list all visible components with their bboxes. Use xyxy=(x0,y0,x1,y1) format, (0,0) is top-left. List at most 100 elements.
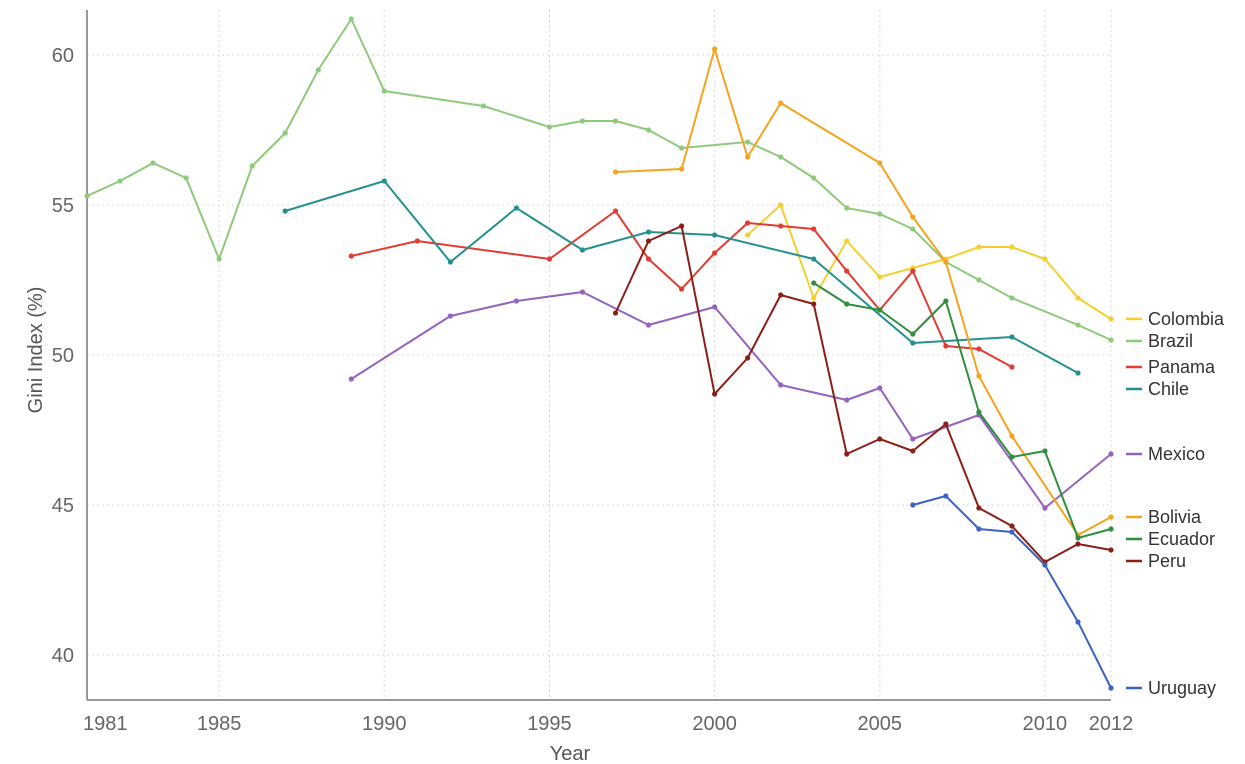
colombia-point-2008 xyxy=(976,244,982,250)
ecuador-line xyxy=(813,282,1112,539)
brazil-point-2008 xyxy=(976,277,982,283)
peru-point-1998 xyxy=(645,238,652,244)
series-colombia xyxy=(745,202,1114,322)
legend-item-colombia: Colombia xyxy=(1126,309,1225,329)
colombia-point-2004 xyxy=(844,238,850,244)
mexico-point-1989 xyxy=(348,376,354,382)
colombia-point-2001 xyxy=(745,232,751,238)
brazil-point-1983 xyxy=(150,160,156,166)
bolivia-point-1997 xyxy=(612,169,619,175)
bolivia-point-2007 xyxy=(943,259,949,265)
legend-label-peru: Peru xyxy=(1148,551,1186,571)
colombia-point-2009 xyxy=(1009,244,1015,250)
chile-point-1990 xyxy=(381,178,387,184)
x-tick-label-1995: 1995 xyxy=(527,713,572,735)
uruguay-point-2007 xyxy=(943,493,949,499)
chile-point-2011 xyxy=(1075,370,1081,376)
series-brazil xyxy=(84,16,1114,343)
x-tick-label-1985: 1985 xyxy=(197,713,242,735)
mexico-point-2010 xyxy=(1042,505,1048,511)
brazil-point-2011 xyxy=(1075,322,1081,328)
uruguay-point-2008 xyxy=(976,526,982,532)
colombia-point-2005 xyxy=(877,274,883,280)
legend-label-bolivia: Bolivia xyxy=(1148,507,1202,527)
peru-point-2009 xyxy=(1009,523,1015,529)
x-tick-label-2010: 2010 xyxy=(1023,713,1068,735)
series-group xyxy=(84,16,1114,691)
y-tick-label-60: 60 xyxy=(52,45,74,67)
ecuador-point-2010 xyxy=(1042,448,1048,454)
legend-label-colombia: Colombia xyxy=(1148,309,1225,329)
uruguay-point-2011 xyxy=(1075,619,1081,625)
ecuador-point-2011 xyxy=(1075,535,1081,541)
panama-point-2006 xyxy=(910,268,916,274)
y-tick-label-50: 50 xyxy=(52,345,74,367)
series-ecuador xyxy=(811,280,1114,541)
x-tick-label-1981: 1981 xyxy=(83,713,128,735)
axes: 40 45 50 55 60 1981 1985 1990 1995 2000 2005 2010 20… xyxy=(52,10,1134,735)
legend-item-bolivia: Bolivia xyxy=(1126,507,1202,527)
legend-label-brazil: Brazil xyxy=(1148,331,1193,351)
colombia-line xyxy=(746,204,1112,320)
legend-item-peru: Peru xyxy=(1126,551,1186,571)
x-tick-label-2005: 2005 xyxy=(858,713,903,735)
uruguay-point-2006 xyxy=(910,502,916,508)
panama-point-2000 xyxy=(712,250,718,256)
mexico-point-2004 xyxy=(844,397,850,403)
brazil-point-1982 xyxy=(117,178,123,184)
panama-point-1998 xyxy=(645,256,652,262)
colombia-point-2002 xyxy=(778,202,784,208)
brazil-point-1987 xyxy=(282,130,288,136)
y-tick-label-55: 55 xyxy=(52,195,74,217)
colombia-point-2012 xyxy=(1108,316,1114,322)
peru-point-2011 xyxy=(1075,541,1081,547)
brazil-point-2009 xyxy=(1009,295,1015,301)
peru-point-2007 xyxy=(943,421,949,427)
ecuador-point-2012 xyxy=(1108,526,1114,532)
bolivia-point-1999 xyxy=(678,166,685,172)
brazil-point-1986 xyxy=(249,163,255,169)
brazil-line xyxy=(86,18,1112,341)
chile-point-1998 xyxy=(645,229,652,235)
legend-item-panama: Panama xyxy=(1126,357,1216,377)
peru-point-2005 xyxy=(877,436,883,442)
panama-point-1995 xyxy=(546,256,553,262)
ecuador-point-2007 xyxy=(943,298,949,304)
bolivia-point-2000 xyxy=(712,46,718,52)
panama-point-2007 xyxy=(943,343,949,349)
mexico-point-2000 xyxy=(712,304,718,310)
series-peru xyxy=(612,223,1114,565)
chile-point-1992 xyxy=(447,259,453,265)
peru-point-2008 xyxy=(976,505,982,511)
ecuador-point-2005 xyxy=(877,307,883,313)
legend-item-uruguay: Uruguay xyxy=(1126,678,1216,698)
legend-item-mexico: Mexico xyxy=(1126,444,1205,464)
series-mexico xyxy=(348,289,1114,511)
bolivia-line xyxy=(615,48,1112,536)
brazil-point-1995 xyxy=(546,124,553,130)
x-tick-label-2012: 2012 xyxy=(1089,713,1134,735)
peru-point-2003 xyxy=(811,301,817,307)
panama-point-1991 xyxy=(414,238,420,244)
mexico-point-2005 xyxy=(877,385,883,391)
ecuador-point-2004 xyxy=(844,301,850,307)
chile-point-2000 xyxy=(712,232,718,238)
brazil-point-1984 xyxy=(183,175,189,181)
bolivia-point-2002 xyxy=(778,100,784,106)
colombia-point-2011 xyxy=(1075,295,1081,301)
x-tick-label-2000: 2000 xyxy=(692,713,737,735)
legend-label-uruguay: Uruguay xyxy=(1148,678,1216,698)
panama-line xyxy=(351,210,1013,368)
ecuador-point-2009 xyxy=(1009,454,1015,460)
panama-point-2009 xyxy=(1009,364,1015,370)
brazil-point-2002 xyxy=(778,154,784,160)
peru-point-2006 xyxy=(910,448,916,454)
ecuador-point-2006 xyxy=(910,331,916,337)
legend-item-chile: Chile xyxy=(1126,379,1189,399)
brazil-point-2003 xyxy=(811,175,817,181)
series-chile xyxy=(282,178,1081,376)
panama-point-1989 xyxy=(348,253,354,259)
brazil-point-1993 xyxy=(480,103,486,109)
